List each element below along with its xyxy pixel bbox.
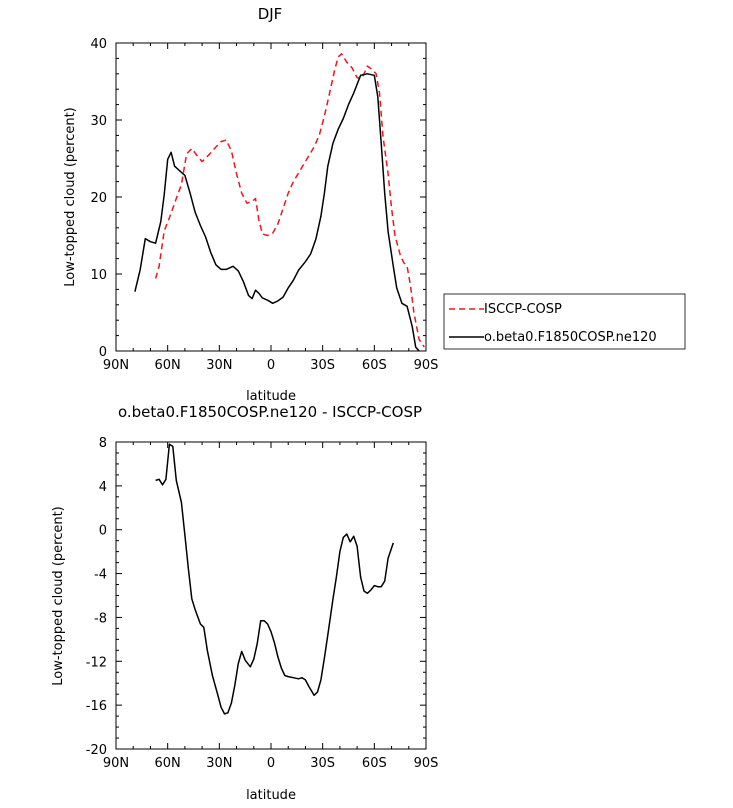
top-x-tick-label: 30S bbox=[310, 358, 335, 373]
top-y-tick-label: 0 bbox=[99, 345, 107, 360]
top-y-tick-label: 10 bbox=[90, 268, 107, 283]
top-chart-panel: DJF 90N 60N 30N 0 30S 60S 90S 0 10 20 30 40 latitud… bbox=[63, 5, 438, 404]
top-x-tick-label: 0 bbox=[267, 358, 275, 373]
bottom-y-tick-label: -20 bbox=[86, 743, 107, 758]
bottom-y-tick-label: -8 bbox=[94, 611, 107, 626]
top-y-tick-label: 40 bbox=[90, 37, 107, 52]
top-chart-title: DJF bbox=[258, 5, 283, 23]
top-x-axis-label: latitude bbox=[246, 389, 296, 404]
bottom-series-line-0 bbox=[155, 443, 395, 715]
bottom-y-tick-label: 4 bbox=[99, 480, 107, 495]
bottom-y-tick-label: 0 bbox=[99, 524, 107, 539]
bottom-x-tick-label: 60S bbox=[362, 756, 387, 771]
legend-label-model: o.beta0.F1850COSP.ne120 bbox=[484, 330, 657, 345]
bottom-y-axis-label: Low-topped cloud (percent) bbox=[51, 506, 66, 686]
bottom-x-axis-label: latitude bbox=[246, 788, 296, 803]
bottom-x-tick-label: 0 bbox=[267, 756, 275, 771]
top-y-axis-label: Low-topped cloud (percent) bbox=[63, 107, 78, 287]
top-x-tick-label: 90S bbox=[414, 358, 439, 373]
top-x-tick-label: 30N bbox=[206, 358, 232, 373]
bottom-y-tick-label: 8 bbox=[99, 436, 107, 451]
legend-box bbox=[443, 293, 686, 350]
legend-label-isccp-cosp: ISCCP-COSP bbox=[484, 302, 562, 317]
bottom-axis-ticks: 90N 60N 30N 0 30S 60S 90S 8 4 0 -4 -8 -12 -16 -20 bbox=[86, 436, 439, 771]
bottom-y-tick-label: -16 bbox=[86, 699, 107, 714]
bottom-x-tick-label: 90S bbox=[414, 756, 439, 771]
bottom-x-tick-label: 90N bbox=[103, 756, 129, 771]
top-x-tick-label: 90N bbox=[103, 358, 129, 373]
chart-legend: ISCCP-COSP o.beta0.F1850COSP.ne120 bbox=[443, 293, 686, 350]
bottom-x-tick-label: 30S bbox=[310, 756, 335, 771]
top-series-line-0 bbox=[154, 53, 425, 348]
top-x-tick-label: 60S bbox=[362, 358, 387, 373]
bottom-x-tick-label: 30N bbox=[206, 756, 232, 771]
bottom-chart-panel: o.beta0.F1850COSP.ne120 - ISCCP-COSP 90N… bbox=[51, 403, 438, 803]
top-series-group bbox=[134, 53, 425, 352]
top-series-line-1 bbox=[134, 73, 420, 352]
top-axis-ticks: 90N 60N 30N 0 30S 60S 90S 0 10 20 30 40 bbox=[90, 37, 438, 373]
bottom-chart-title: o.beta0.F1850COSP.ne120 - ISCCP-COSP bbox=[118, 403, 422, 421]
top-y-tick-label: 30 bbox=[90, 114, 107, 129]
bottom-y-tick-label: -4 bbox=[94, 568, 107, 583]
top-x-tick-label: 60N bbox=[155, 358, 181, 373]
top-plot-frame bbox=[115, 42, 427, 352]
bottom-y-tick-label: -12 bbox=[86, 655, 107, 670]
bottom-x-tick-label: 60N bbox=[155, 756, 181, 771]
bottom-series-group bbox=[155, 443, 395, 715]
top-y-tick-label: 20 bbox=[90, 191, 107, 206]
bottom-plot-frame bbox=[115, 441, 427, 750]
